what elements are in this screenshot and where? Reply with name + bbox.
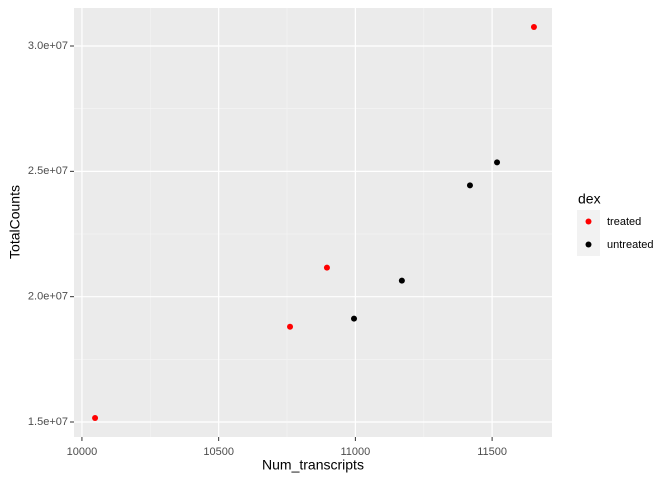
legend-marker (585, 241, 592, 248)
point (530, 24, 537, 31)
legend-label: untreated (607, 239, 653, 251)
y-tick-label: 3.0e+07 (28, 40, 68, 52)
panel (74, 8, 552, 437)
point (398, 277, 405, 284)
legend-label: treated (607, 216, 641, 228)
legend-title: dex (578, 191, 601, 207)
y-tick-label: 2.5e+07 (28, 165, 68, 177)
point (494, 159, 501, 166)
point (351, 315, 358, 322)
x-tick-label: 11500 (477, 446, 507, 458)
y-axis-label: TotalCounts (7, 185, 23, 259)
y-tick-label: 1.5e+07 (28, 416, 68, 428)
point (323, 264, 330, 271)
point (287, 323, 294, 330)
point (92, 414, 99, 421)
y-tick-label: 2.0e+07 (28, 291, 68, 303)
x-tick-label: 10500 (203, 446, 234, 458)
legend-marker (585, 218, 592, 225)
x-axis-label: Num_transcripts (262, 457, 364, 473)
x-tick-label: 10000 (67, 446, 98, 458)
x-tick-label: 11000 (340, 446, 370, 458)
point (466, 182, 473, 189)
